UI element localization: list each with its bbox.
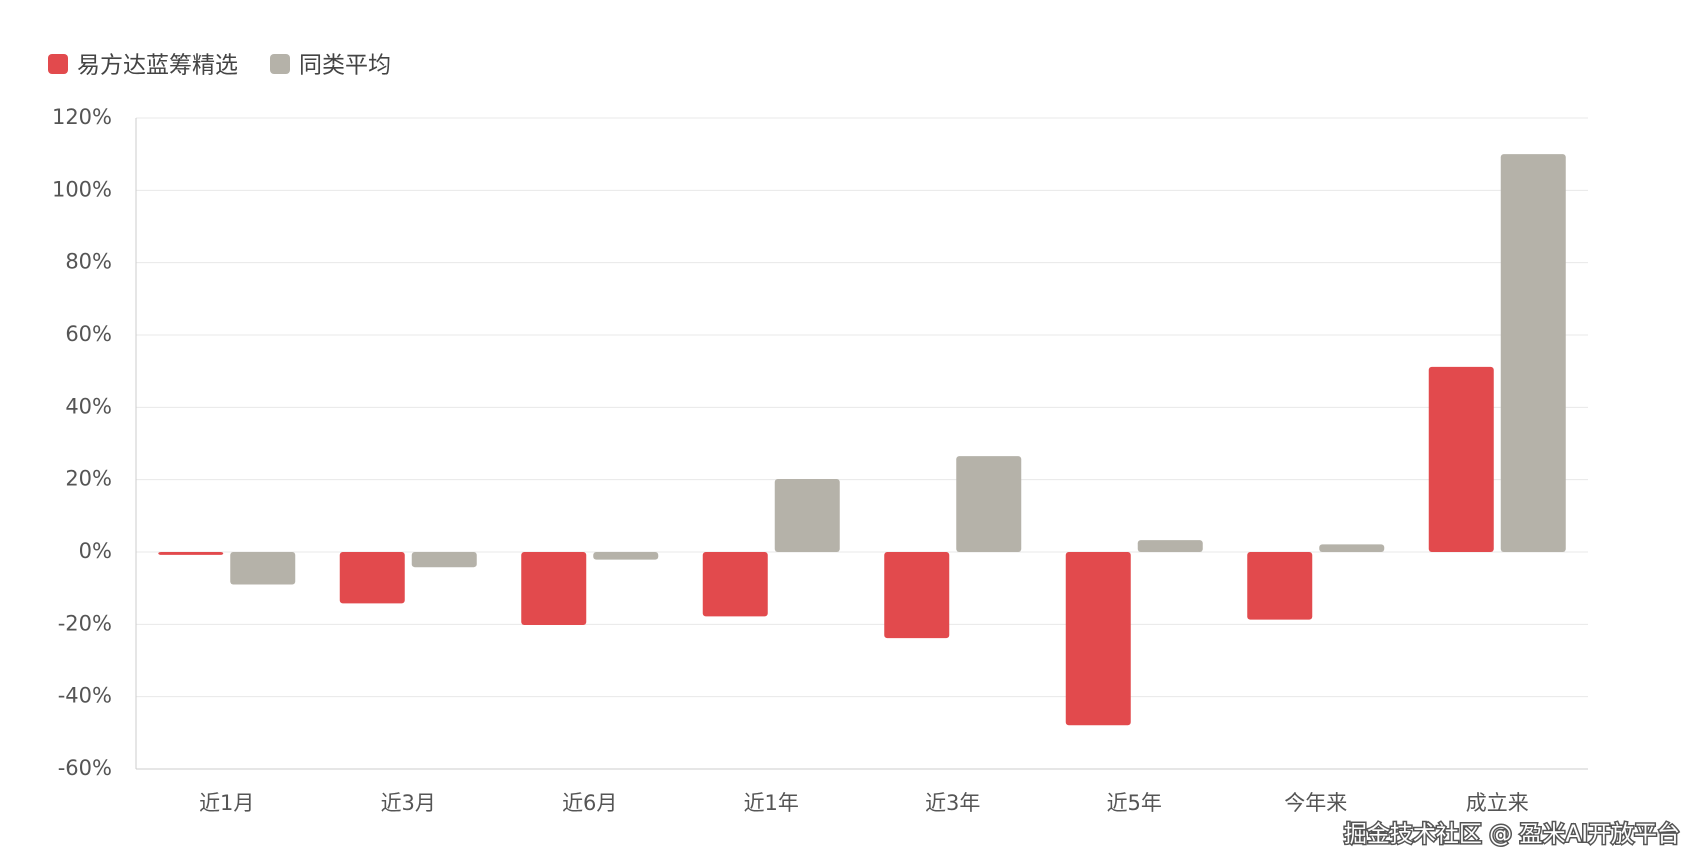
bar — [1247, 552, 1313, 620]
y-tick-label: -40% — [58, 684, 112, 708]
watermark: 掘金技术社区 @ 盈米AI开放平台 — [1344, 822, 1680, 848]
y-tick-label: 60% — [65, 322, 112, 346]
x-tick-label: 今年来 — [1284, 791, 1347, 815]
y-tick-label: -20% — [58, 611, 112, 635]
bar — [1137, 540, 1203, 552]
legend-text: 同类平均 — [299, 53, 391, 79]
bar — [774, 478, 840, 552]
y-tick-label: 100% — [52, 177, 112, 201]
x-tick-label: 近1年 — [744, 791, 799, 815]
x-tick-label: 近3月 — [381, 791, 436, 815]
legend-text: 易方达蓝筹精选 — [77, 53, 238, 79]
bar — [1319, 544, 1385, 552]
y-tick-label: 20% — [65, 467, 112, 491]
bar — [411, 552, 477, 568]
bar — [1428, 366, 1494, 552]
x-tick-label: 近6月 — [562, 791, 617, 815]
legend-swatch — [270, 54, 290, 74]
bar — [702, 552, 768, 617]
bar — [339, 552, 405, 604]
x-tick-label: 近3年 — [925, 791, 980, 815]
x-tick-label: 近5年 — [1107, 791, 1162, 815]
bar — [1500, 154, 1566, 552]
y-tick-label: -60% — [58, 756, 112, 780]
legend-swatch — [48, 54, 68, 74]
bar — [593, 552, 659, 560]
bar — [521, 552, 587, 626]
bar — [884, 552, 950, 639]
bar — [230, 552, 296, 585]
x-tick-label: 成立来 — [1466, 791, 1529, 815]
x-tick-label: 近1月 — [199, 791, 254, 815]
bar — [956, 456, 1022, 552]
y-tick-label: 40% — [65, 394, 112, 418]
y-tick-label: 0% — [79, 539, 112, 563]
bar — [158, 552, 224, 555]
bar — [1065, 552, 1131, 726]
y-tick-label: 80% — [65, 250, 112, 274]
y-tick-label: 120% — [52, 105, 112, 129]
